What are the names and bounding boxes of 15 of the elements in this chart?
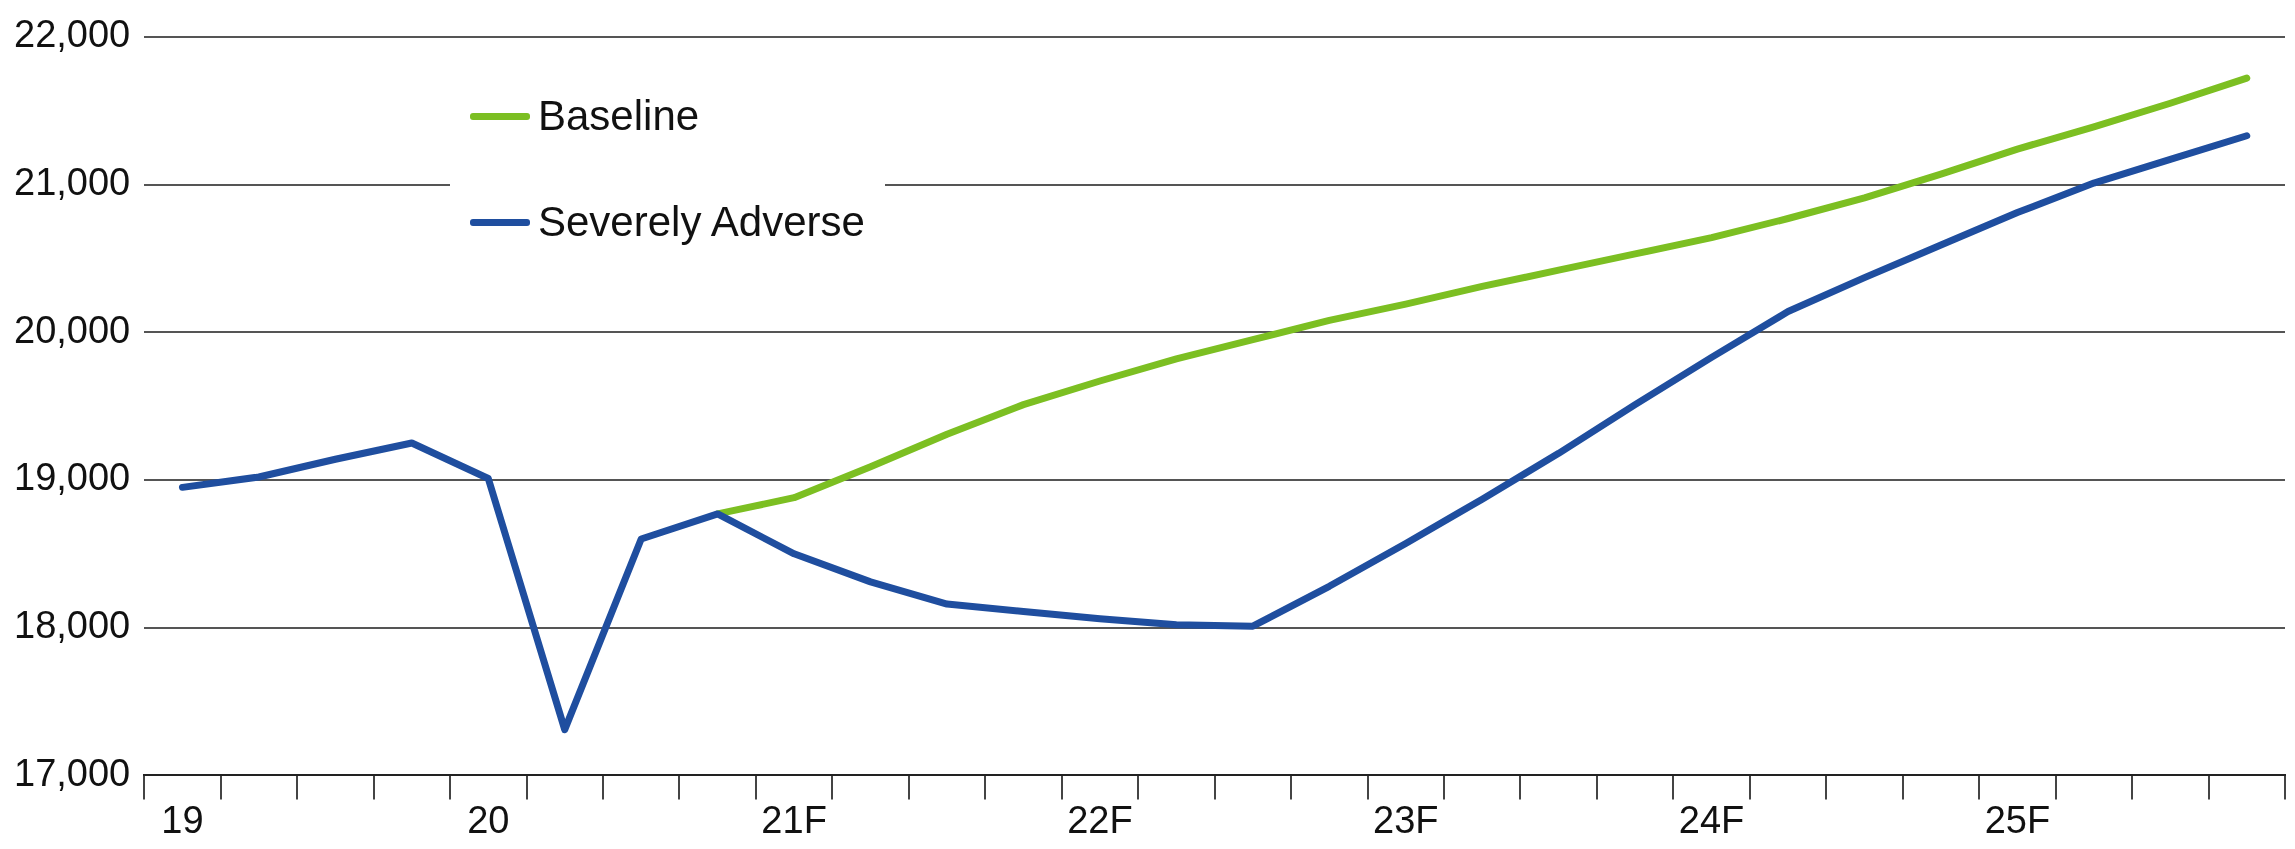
y-tick-label: 22,000: [13, 13, 131, 56]
legend-label: Baseline: [538, 92, 700, 140]
x-tick-label: 19: [161, 798, 204, 841]
x-tick-label: 20: [467, 798, 510, 841]
y-tick-label: 18,000: [13, 604, 131, 647]
x-tick-label: 24F: [1678, 798, 1745, 841]
x-tick-label: 23F: [1373, 798, 1439, 841]
x-tick-label: 22F: [1067, 798, 1133, 841]
x-tick-label: 25F: [1984, 798, 2051, 841]
y-tick-label: 21,000: [13, 161, 131, 203]
y-tick-label: 19,000: [13, 456, 131, 499]
y-tick-label: 17,000: [13, 751, 131, 794]
legend-label: Severely Adverse: [538, 198, 865, 246]
y-tick-label: 20,000: [13, 308, 131, 351]
x-tick-label: 21F: [761, 798, 827, 841]
